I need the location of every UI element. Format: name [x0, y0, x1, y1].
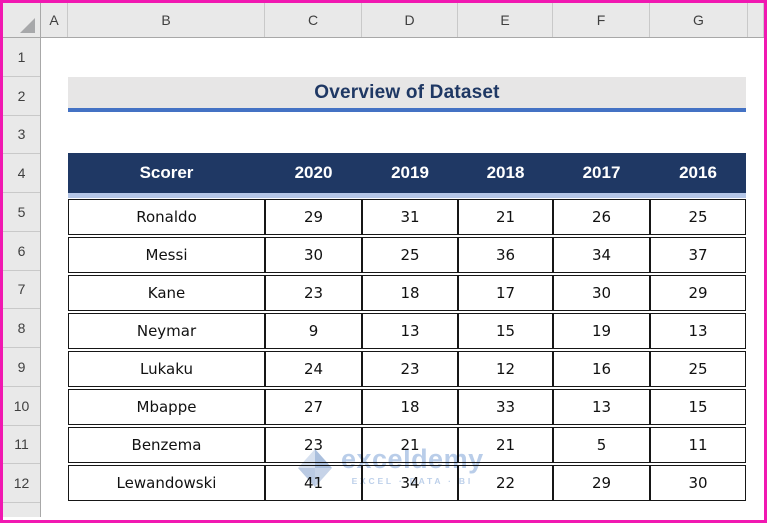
- value-cell[interactable]: 23: [362, 351, 458, 387]
- value-cell[interactable]: 29: [265, 199, 362, 235]
- table-row: Benzema 23 21 21 5 11: [68, 427, 746, 463]
- value-cell[interactable]: 41: [265, 465, 362, 501]
- value-cell[interactable]: 36: [458, 237, 553, 273]
- value-cell[interactable]: 26: [553, 199, 650, 235]
- column-header-e[interactable]: E: [458, 3, 553, 37]
- scorer-cell[interactable]: Kane: [68, 275, 265, 311]
- scorer-cell[interactable]: Lewandowski: [68, 465, 265, 501]
- row-header-7[interactable]: 7: [3, 271, 40, 310]
- row-header-8[interactable]: 8: [3, 309, 40, 348]
- row-header-5[interactable]: 5: [3, 193, 40, 232]
- value-cell[interactable]: 31: [362, 199, 458, 235]
- row-header-3[interactable]: 3: [3, 116, 40, 155]
- table-column-header-2017[interactable]: 2017: [582, 163, 621, 182]
- table-row: Lewandowski 41 34 22 29 30: [68, 465, 746, 501]
- scorer-cell[interactable]: Messi: [68, 237, 265, 273]
- table-row: Neymar 9 13 15 19 13: [68, 313, 746, 349]
- table-column-header-2018[interactable]: 2018: [486, 163, 525, 182]
- select-all-corner[interactable]: [3, 3, 41, 38]
- dataset-title-cell[interactable]: Overview of Dataset: [68, 77, 746, 112]
- column-header-d[interactable]: D: [362, 3, 458, 37]
- value-cell[interactable]: 21: [362, 427, 458, 463]
- row-header-11[interactable]: 11: [3, 426, 40, 465]
- value-cell[interactable]: 23: [265, 275, 362, 311]
- column-header-f[interactable]: F: [553, 3, 650, 37]
- value-cell[interactable]: 16: [553, 351, 650, 387]
- column-header-g[interactable]: G: [650, 3, 748, 37]
- value-cell[interactable]: 18: [362, 389, 458, 425]
- row-header-4[interactable]: 4: [3, 154, 40, 193]
- value-cell[interactable]: 22: [458, 465, 553, 501]
- table-column-header-2019[interactable]: 2019: [391, 163, 429, 182]
- value-cell[interactable]: 25: [650, 199, 746, 235]
- table-row: Mbappe 27 18 33 13 15: [68, 389, 746, 425]
- value-cell[interactable]: 9: [265, 313, 362, 349]
- value-cell[interactable]: 19: [553, 313, 650, 349]
- value-cell[interactable]: 21: [458, 199, 553, 235]
- scorer-cell[interactable]: Benzema: [68, 427, 265, 463]
- value-cell[interactable]: 29: [553, 465, 650, 501]
- value-cell[interactable]: 33: [458, 389, 553, 425]
- value-cell[interactable]: 30: [650, 465, 746, 501]
- scorer-cell[interactable]: Neymar: [68, 313, 265, 349]
- column-header-a[interactable]: A: [41, 3, 68, 37]
- table-row: Lukaku 24 23 12 16 25: [68, 351, 746, 387]
- value-cell[interactable]: 15: [458, 313, 553, 349]
- value-cell[interactable]: 25: [362, 237, 458, 273]
- row-header-1[interactable]: 1: [3, 38, 40, 77]
- value-cell[interactable]: 29: [650, 275, 746, 311]
- table-column-header-scorer[interactable]: Scorer: [139, 163, 194, 182]
- select-all-triangle-icon: [20, 18, 35, 33]
- column-header-partial[interactable]: [748, 3, 764, 37]
- row-header-2[interactable]: 2: [3, 77, 40, 116]
- value-cell[interactable]: 12: [458, 351, 553, 387]
- column-header-c[interactable]: C: [265, 3, 362, 37]
- value-cell[interactable]: 13: [650, 313, 746, 349]
- table-header-row: Scorer 2020 2019 2018 2017 2016: [68, 153, 746, 198]
- table-row: Ronaldo 29 31 21 26 25: [68, 199, 746, 235]
- value-cell[interactable]: 30: [265, 237, 362, 273]
- table-column-header-2016[interactable]: 2016: [679, 163, 717, 182]
- value-cell[interactable]: 37: [650, 237, 746, 273]
- value-cell[interactable]: 25: [650, 351, 746, 387]
- value-cell[interactable]: 13: [553, 389, 650, 425]
- value-cell[interactable]: 34: [553, 237, 650, 273]
- value-cell[interactable]: 34: [362, 465, 458, 501]
- table-column-header-2020[interactable]: 2020: [294, 163, 333, 182]
- value-cell[interactable]: 21: [458, 427, 553, 463]
- value-cell[interactable]: 5: [553, 427, 650, 463]
- table-body: Ronaldo 29 31 21 26 25 Messi 30 25 36 34 37 Kane 23 18…: [68, 199, 746, 501]
- table-row: Messi 30 25 36 34 37: [68, 237, 746, 273]
- row-header-partial: [3, 503, 40, 517]
- scorer-cell[interactable]: Mbappe: [68, 389, 265, 425]
- scorer-cell[interactable]: Lukaku: [68, 351, 265, 387]
- row-header-9[interactable]: 9: [3, 348, 40, 387]
- row-header-10[interactable]: 10: [3, 387, 40, 426]
- value-cell[interactable]: 15: [650, 389, 746, 425]
- row-header-6[interactable]: 6: [3, 232, 40, 271]
- value-cell[interactable]: 24: [265, 351, 362, 387]
- scorer-cell[interactable]: Ronaldo: [68, 199, 265, 235]
- value-cell[interactable]: 18: [362, 275, 458, 311]
- value-cell[interactable]: 27: [265, 389, 362, 425]
- value-cell[interactable]: 13: [362, 313, 458, 349]
- value-cell[interactable]: 11: [650, 427, 746, 463]
- row-header-strip: 1 2 3 4 5 6 7 8 9 10 11 12: [3, 38, 41, 517]
- value-cell[interactable]: 17: [458, 275, 553, 311]
- row-header-12[interactable]: 12: [3, 464, 40, 503]
- column-header-b[interactable]: B: [68, 3, 265, 37]
- table-row: Kane 23 18 17 30 29: [68, 275, 746, 311]
- value-cell[interactable]: 30: [553, 275, 650, 311]
- value-cell[interactable]: 23: [265, 427, 362, 463]
